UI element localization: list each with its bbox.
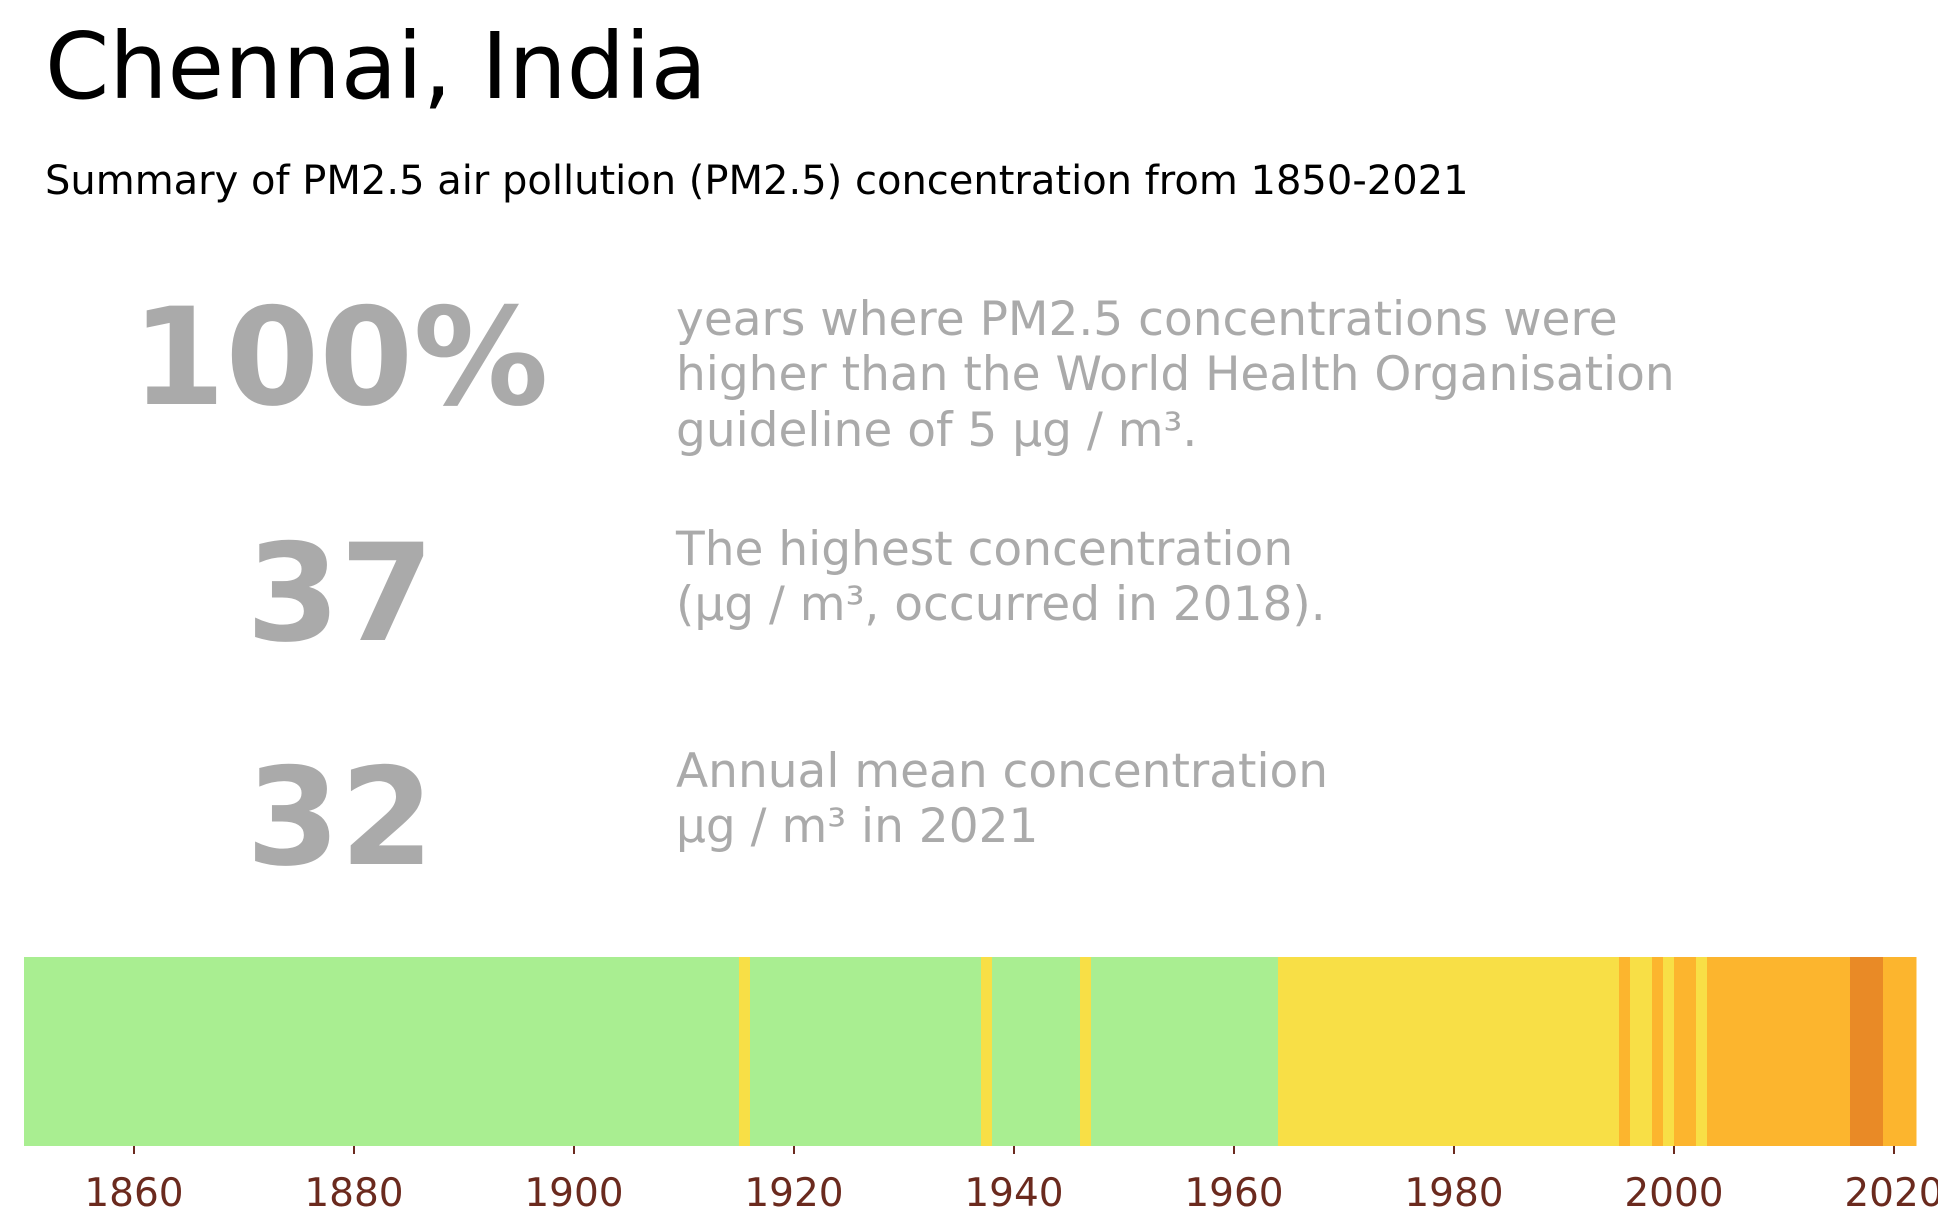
x-axis-tick-label: 1960 (1184, 1171, 1283, 1216)
year-stripe-band (1663, 957, 1675, 1146)
stat-value-exceed-years: 100% (131, 279, 549, 436)
stat-line: (µg / m³, occurred in 2018). (676, 577, 1326, 633)
year-stripe-band (1278, 957, 1620, 1146)
stat-description-exceed-years: years where PM2.5 concentrations were hi… (676, 292, 1675, 458)
year-stripe-band (739, 957, 751, 1146)
stat-line: The highest concentration (676, 522, 1294, 577)
stat-line: µg / m³ in 2021 (676, 799, 1039, 855)
stat-line: years where PM2.5 concentrations were (676, 292, 1618, 347)
page-subtitle: Summary of PM2.5 air pollution (PM2.5) c… (45, 158, 1469, 204)
stat-value-highest: 37 (246, 515, 434, 672)
year-stripe-band (1630, 957, 1653, 1146)
year-stripe-band (24, 957, 740, 1146)
stat-line: guideline of 5 µg / m³. (676, 402, 1198, 458)
stat-line: higher than the World Health Organisatio… (676, 347, 1675, 403)
x-axis-tick-label: 2020 (1844, 1171, 1938, 1216)
year-stripe-band (1080, 957, 1092, 1146)
stat-description-annual-mean: Annual mean concentration µg / m³ in 202… (676, 744, 1328, 855)
year-stripe-band (981, 957, 993, 1146)
page-title: Chennai, India (45, 13, 707, 120)
year-stripe-band (1850, 957, 1884, 1146)
year-stripe-band (1619, 957, 1631, 1146)
x-axis-tick-label: 1940 (964, 1171, 1063, 1216)
year-stripe-band (750, 957, 982, 1146)
year-stripe-band (1674, 957, 1697, 1146)
stat-description-highest: The highest concentration (µg / m³, occu… (676, 522, 1326, 633)
x-axis-tick-label: 1880 (304, 1171, 403, 1216)
stat-value-annual-mean: 32 (246, 739, 434, 896)
year-stripe-band (1652, 957, 1664, 1146)
year-stripe-band (1091, 957, 1279, 1146)
x-axis-tick-label: 1980 (1404, 1171, 1503, 1216)
year-stripe-band (1707, 957, 1851, 1146)
year-stripe-band (992, 957, 1081, 1146)
stat-line: Annual mean concentration (676, 744, 1329, 799)
x-axis-tick-label: 1900 (524, 1171, 623, 1216)
x-axis-tick-label: 1920 (744, 1171, 843, 1216)
year-stripe-band (1883, 957, 1917, 1146)
x-axis-tick-label: 2000 (1624, 1171, 1723, 1216)
year-stripe-band (1696, 957, 1708, 1146)
x-axis-tick-label: 1860 (84, 1171, 183, 1216)
